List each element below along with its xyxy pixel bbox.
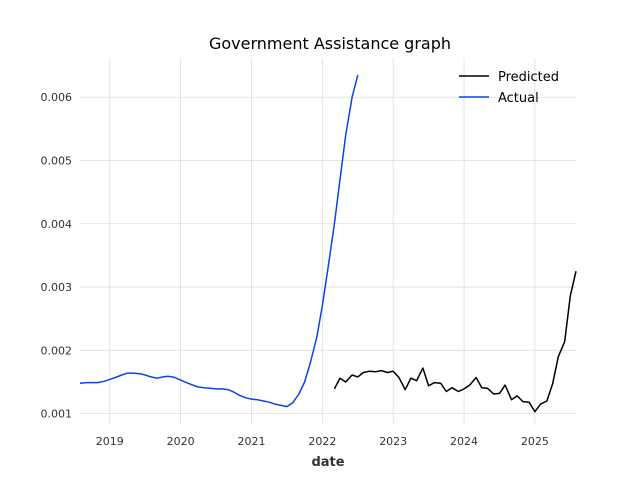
x-tick-label: 2021 xyxy=(237,435,265,448)
x-tick-label: 2023 xyxy=(379,435,407,448)
x-tick-label: 2024 xyxy=(450,435,478,448)
y-axis: 0.001 0.002 0.003 0.004 0.005 0.006 xyxy=(41,91,73,420)
legend-label-predicted: Predicted xyxy=(498,70,559,85)
x-axis: 2019 2020 2021 2022 2023 2024 2025 xyxy=(96,435,549,448)
series-line-predicted xyxy=(333,271,577,413)
y-tick-label: 0.004 xyxy=(41,218,73,231)
series-line-actual xyxy=(79,74,359,408)
x-axis-label: date xyxy=(311,455,344,470)
chart-title: Government Assistance graph xyxy=(209,34,451,53)
legend: Predicted Actual xyxy=(459,70,559,106)
x-tick-label: 2025 xyxy=(521,435,549,448)
y-tick-label: 0.002 xyxy=(41,344,73,357)
x-tick-label: 2019 xyxy=(96,435,124,448)
grid xyxy=(80,58,576,425)
series-layer xyxy=(79,74,577,413)
y-tick-label: 0.001 xyxy=(41,408,73,421)
x-tick-label: 2020 xyxy=(167,435,195,448)
legend-label-actual: Actual xyxy=(498,91,539,106)
x-tick-label: 2022 xyxy=(308,435,336,448)
y-tick-label: 0.003 xyxy=(41,281,73,294)
y-tick-label: 0.005 xyxy=(41,155,73,168)
y-tick-label: 0.006 xyxy=(41,91,73,104)
